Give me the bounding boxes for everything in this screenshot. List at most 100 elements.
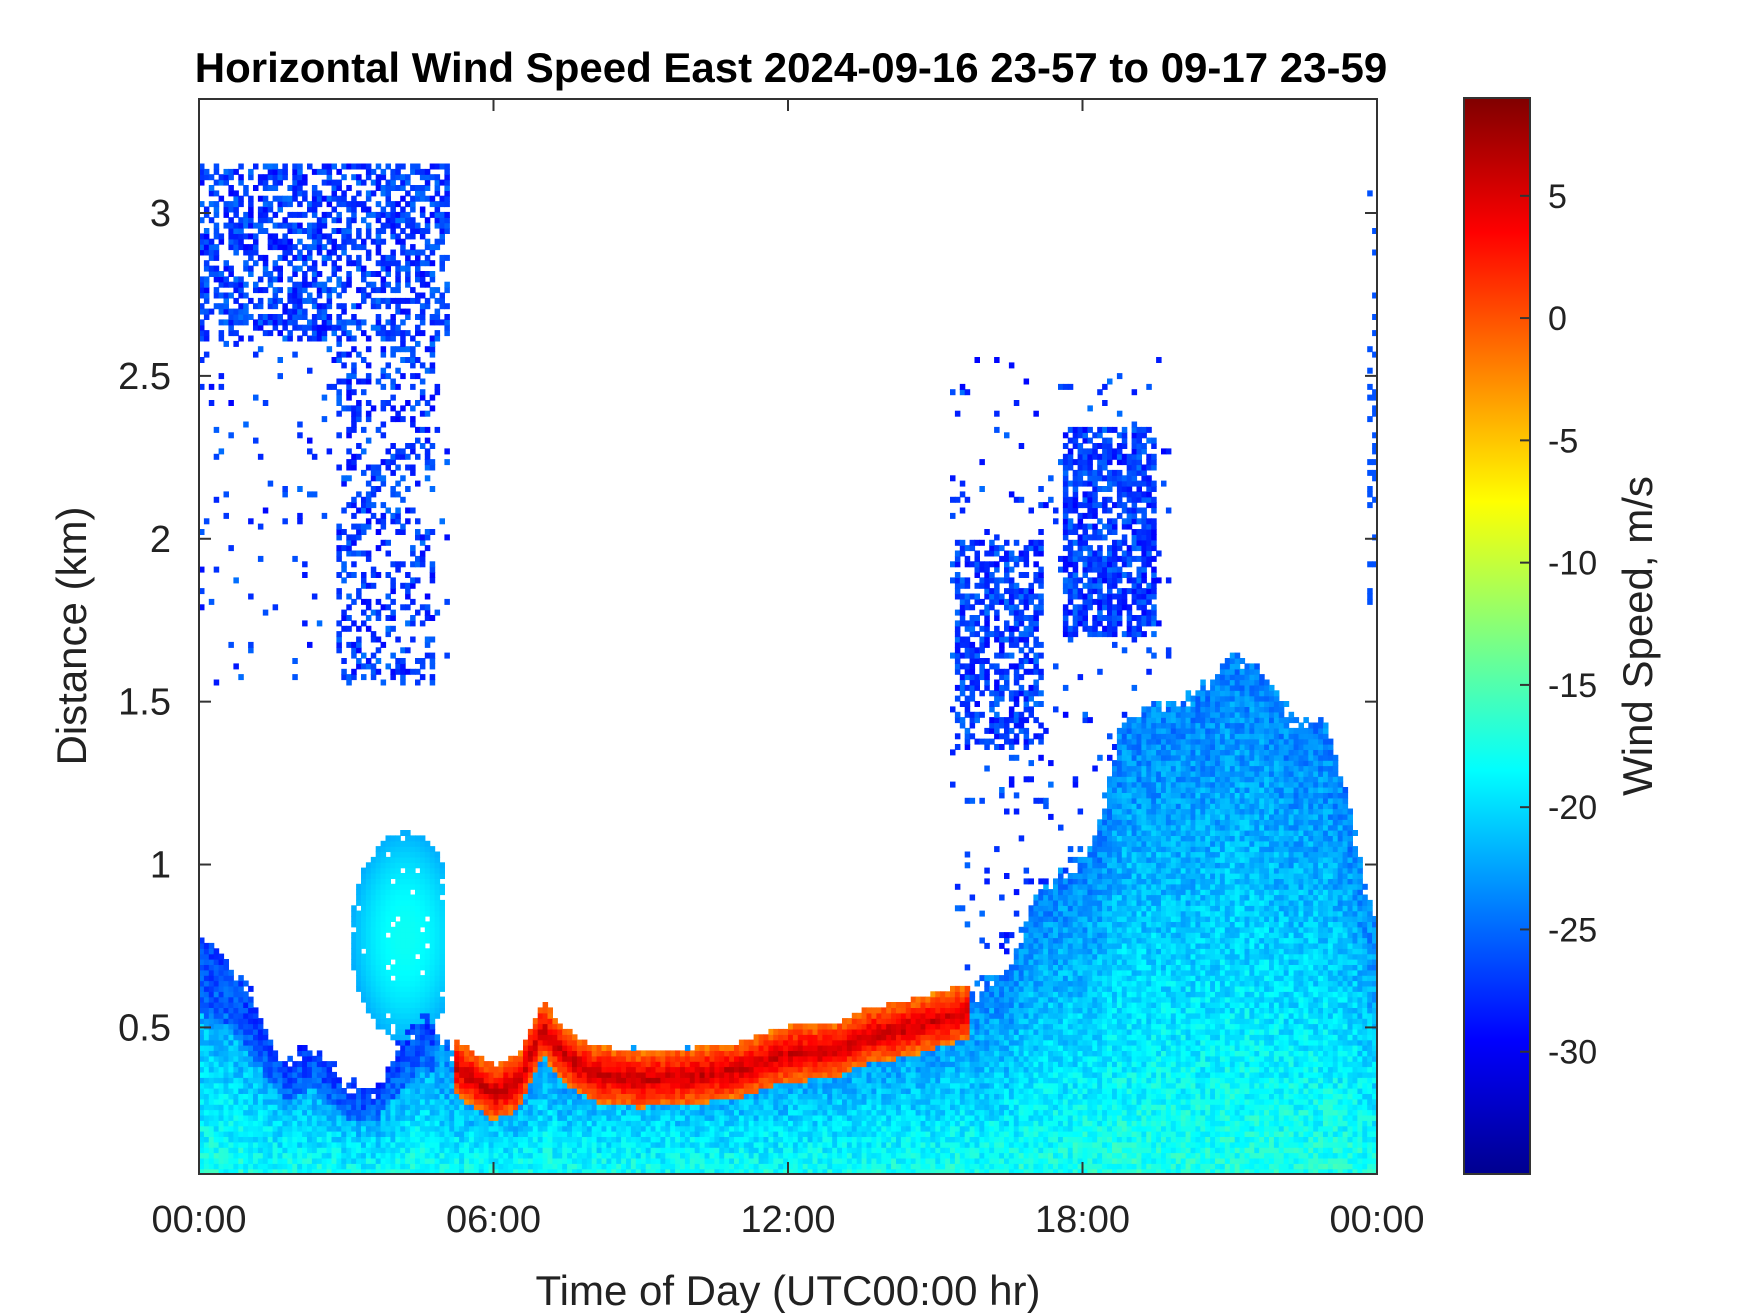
heatmap-cell [380, 1163, 387, 1170]
heatmap-cell [346, 1125, 352, 1132]
heatmap-cell [523, 1093, 529, 1100]
heatmap-cell [297, 1104, 303, 1111]
heatmap-cell [773, 1061, 779, 1068]
heatmap-cell [282, 249, 288, 256]
heatmap-cell [704, 1061, 711, 1068]
heatmap-cell [719, 1082, 725, 1089]
heatmap-cell [253, 1028, 259, 1035]
heatmap-cell [621, 1061, 627, 1068]
heatmap-cell [233, 211, 239, 218]
heatmap-cell [351, 163, 357, 170]
heatmap-cell [346, 383, 352, 390]
heatmap-cell [267, 1098, 274, 1105]
heatmap-cell [513, 1163, 519, 1170]
heatmap-cell [439, 937, 445, 944]
heatmap-cell [405, 265, 411, 272]
heatmap-cell [439, 867, 445, 874]
heatmap-cell [444, 1125, 450, 1132]
heatmap-cell [370, 168, 377, 175]
heatmap-cell [257, 555, 264, 562]
heatmap-cell [223, 1050, 229, 1057]
heatmap-cell [356, 593, 362, 600]
heatmap-cell [346, 545, 352, 552]
heatmap-cell [380, 889, 387, 896]
heatmap-cell [385, 878, 391, 885]
heatmap-cell [253, 1114, 259, 1121]
heatmap-cell [758, 1061, 765, 1068]
heatmap-cell [199, 249, 205, 256]
heatmap-cell [272, 1050, 279, 1057]
heatmap-cell [243, 217, 249, 224]
heatmap-cell [365, 625, 372, 632]
heatmap-cell [321, 1131, 328, 1137]
heatmap-cell [375, 297, 382, 304]
heatmap-cell [351, 1136, 357, 1143]
heatmap-cell [218, 195, 225, 202]
heatmap-cell [213, 426, 220, 433]
heatmap-cell [503, 1136, 509, 1143]
heatmap-cell [469, 1157, 475, 1164]
heatmap-cell [213, 1066, 220, 1073]
heatmap-cell [238, 292, 244, 299]
heatmap-cell [311, 1136, 318, 1143]
heatmap-cell [375, 615, 382, 621]
heatmap-cell [203, 959, 210, 965]
heatmap-cell [439, 1050, 445, 1057]
heatmap-cell [257, 297, 264, 304]
heatmap-cell [439, 1045, 445, 1051]
heatmap-cell [635, 1120, 642, 1127]
heatmap-cell [370, 238, 377, 245]
heatmap-cell [415, 1045, 421, 1051]
heatmap-cell [262, 211, 269, 218]
heatmap-cell [424, 174, 431, 181]
heatmap-cell [449, 1168, 455, 1175]
heatmap-cell [419, 249, 426, 256]
heatmap-cell [307, 1071, 313, 1078]
heatmap-cell [375, 647, 382, 654]
heatmap-cell [341, 287, 347, 294]
heatmap-cell [537, 1012, 544, 1019]
heatmap-cell [429, 1109, 436, 1116]
heatmap-cell [660, 1077, 666, 1084]
heatmap-cell [199, 1018, 205, 1025]
heatmap-cell [341, 480, 347, 487]
heatmap-cell [208, 948, 215, 955]
heatmap-cell [361, 426, 367, 433]
heatmap-cell [778, 1114, 784, 1121]
heatmap-cell [758, 1163, 765, 1170]
heatmap-cell [199, 1061, 205, 1068]
heatmap-cell [773, 1147, 779, 1154]
heatmap-cell [380, 996, 387, 1003]
heatmap-cell [361, 969, 367, 976]
heatmap-cell [203, 1071, 210, 1078]
heatmap-cell [680, 1071, 686, 1078]
heatmap-cell [307, 206, 313, 213]
heatmap-cell [297, 324, 303, 331]
heatmap-cell [272, 195, 279, 202]
heatmap-cell [321, 1141, 328, 1148]
heatmap-cell [395, 383, 401, 390]
heatmap-cell [410, 1071, 416, 1078]
heatmap-cell [542, 1018, 549, 1025]
heatmap-cell [429, 276, 436, 283]
heatmap-cell [434, 1125, 441, 1132]
heatmap-cell [635, 1136, 642, 1143]
heatmap-cell [630, 1120, 637, 1127]
heatmap-cell [645, 1141, 652, 1148]
heatmap-cell [419, 889, 426, 896]
heatmap-cell [253, 1131, 259, 1137]
heatmap-cell [223, 319, 229, 326]
heatmap-cell [429, 905, 436, 912]
heatmap-cell [395, 529, 401, 535]
heatmap-cell [675, 1157, 681, 1164]
heatmap-cell [532, 1028, 539, 1035]
heatmap-cell [410, 846, 416, 853]
heatmap-cell [670, 1168, 676, 1175]
heatmap-cell [297, 1082, 303, 1089]
heatmap-cell [429, 1147, 436, 1154]
heatmap-cell [748, 1104, 755, 1111]
heatmap-cell [601, 1168, 607, 1175]
heatmap-cell [370, 281, 377, 288]
heatmap-cell [346, 1093, 352, 1100]
heatmap-cell [429, 878, 436, 885]
